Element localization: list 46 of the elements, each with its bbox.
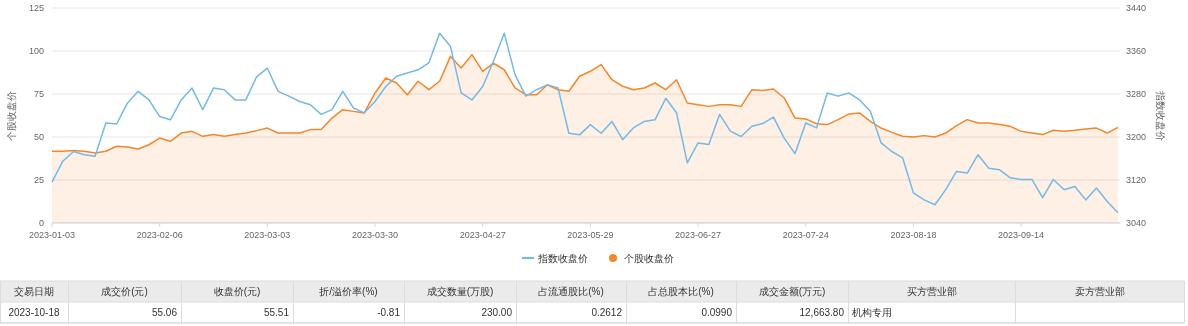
x-tick-label: 2023-09-14 [998, 230, 1045, 240]
text: 成交价(元) [101, 286, 148, 297]
x-tick-label: 2023-02-06 [136, 230, 183, 240]
text: 0.0990 [701, 307, 733, 318]
text: 0.2612 [591, 307, 623, 318]
legend-label: 指数收盘价 [537, 253, 588, 264]
y2-tick-label: 3440 [1126, 3, 1147, 13]
text: 55.51 [263, 307, 290, 318]
y2-tick-label: 3280 [1126, 89, 1147, 99]
x-tick-label: 2023-03-03 [244, 230, 291, 240]
y-tick-label: 25 [33, 175, 44, 185]
x-tick-label: 2023-07-24 [782, 230, 829, 240]
y-tick-label: 100 [28, 46, 44, 56]
y2-tick-label: 3120 [1126, 175, 1147, 185]
x-tick-label: 2023-08-18 [890, 230, 937, 240]
x-tick-label: 2023-06-27 [675, 230, 722, 240]
legend-label: 个股收盘价 [624, 253, 674, 264]
x-tick-label: 2023-03-30 [352, 230, 399, 240]
text: 12,663.80 [799, 307, 845, 318]
y-tick-label: 75 [33, 89, 44, 99]
y2-tick-label: 3200 [1126, 132, 1147, 142]
text: 成交数量(万股) [426, 286, 494, 297]
y2-axis-title: 指数收盘价 [1155, 89, 1166, 141]
x-tick-label: 2023-05-29 [567, 230, 614, 240]
line-series [51, 32, 1119, 214]
text: 55.06 [151, 307, 178, 318]
text: 交易日期 [14, 286, 54, 297]
text: 卖方营业部 [1074, 286, 1125, 297]
text: 230.00 [481, 307, 513, 318]
y-tick-label: 0 [38, 218, 44, 228]
text: 机构专用 [852, 307, 892, 318]
text: 占总股本比(%) [648, 286, 714, 297]
x-tick-label: 2023-04-27 [459, 230, 506, 240]
text: 占流通股比(%) [538, 286, 604, 297]
text: 成交金额(万元) [758, 286, 826, 297]
text: 折/溢价率(%) [319, 286, 378, 297]
y-tick-label: 50 [33, 132, 44, 142]
x-tick-label: 2023-01-03 [28, 230, 76, 240]
y2-tick-label: 3040 [1126, 218, 1147, 228]
text: 收盘价(元) [213, 286, 261, 297]
y-tick-label: 125 [28, 3, 44, 13]
text: -0.81 [377, 307, 401, 318]
text: 买方营业部 [906, 286, 957, 297]
text: 2023-10-18 [8, 307, 61, 318]
y2-tick-label: 3360 [1126, 46, 1147, 56]
y-axis-title: 个股收盘价 [6, 90, 17, 141]
